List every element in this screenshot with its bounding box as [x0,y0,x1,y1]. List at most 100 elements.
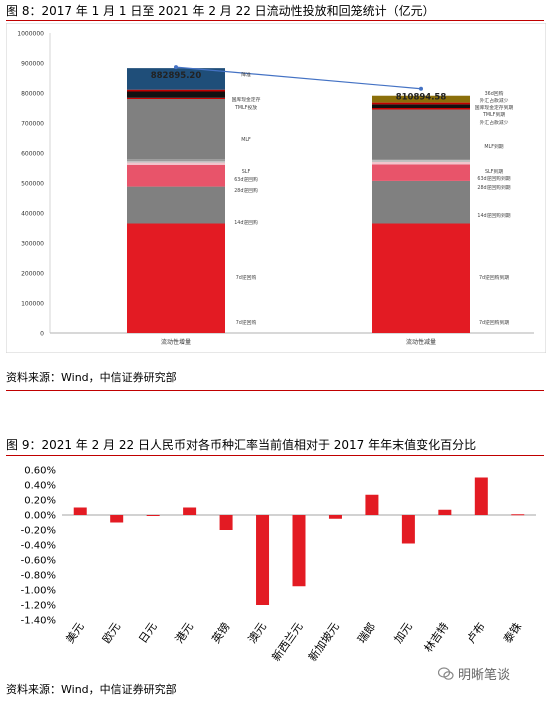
x-category-label: 卢布 [464,620,487,645]
annotation-label: TMLF投放 [234,104,257,111]
figure-9-title: 图 9：2021 年 2 月 22 日人民币对各币种汇率当前值相对于 2017 … [6,438,477,452]
x-category-label: 美元 [63,620,86,645]
bar-segment [372,104,470,108]
x-category-label: 瑞郎 [354,620,378,646]
annotation-label: 国库现金定存到期 [475,104,514,111]
watermark-text: 明晰笔谈 [457,668,510,683]
annotation-label: 7d逆回购 [236,319,257,326]
bar [511,514,525,516]
bar-segment [127,223,225,333]
liquidity-stacked-bar-chart: 0 100000 200000 300000 400000 500000 600000 700… [6,23,546,353]
figure-8-source: 资料来源：Wind，中信证券研究部 [6,371,177,384]
bar [110,515,124,523]
bar [474,477,488,515]
y-tick-label: 400000 [21,211,44,218]
total-label: 810894.58 [396,93,447,103]
annotation-label: SLF [242,169,251,175]
bar-segment [372,180,470,224]
bar-segment [127,68,225,90]
y-tick-label: 1000000 [17,31,44,38]
bar-segment [372,95,470,103]
y-tick-label: -1.20% [21,601,56,612]
x-category-label: 港元 [173,620,196,645]
annotation-label: 外汇占款减少 [480,119,509,126]
x-category-label: 泰铢 [500,620,524,646]
bar-segment [372,223,470,333]
bar-segment [372,108,470,110]
annotation-label: 28d逆回购到期 [477,184,510,191]
x-category-label: 流动性减量 [406,338,436,346]
wechat-icon [437,666,454,680]
annotation-label: TMLF到期 [482,111,505,118]
annotation-label: 63d逆回购到期 [477,175,510,182]
bar [73,507,87,515]
bar [292,515,306,587]
total-marker [419,86,423,91]
y-tick-label: -0.20% [21,526,56,537]
x-category-label: 加元 [392,620,415,645]
bar-segment [127,97,225,99]
bar-segment [372,109,470,160]
bar [401,515,415,544]
bar-segment [372,159,470,161]
figure-9-source: 资料来源：Wind，中信证券研究部 [6,683,177,696]
bar-segment [372,102,470,105]
annotation-label: 降准 [241,71,251,78]
figure-8-title-rule [6,20,544,21]
total-label: 882895.20 [151,71,202,81]
bar-segment [127,165,225,187]
figure-8-source-rule [6,390,544,391]
bar-segment [372,162,470,165]
y-tick-label: 500000 [21,181,44,188]
y-tick-label: -0.60% [21,556,56,567]
bar-segment [127,162,225,165]
annotation-label: 7d逆回购到期 [479,274,509,281]
y-tick-label: 0 [40,331,44,338]
x-category-label: 流动性增量 [161,338,191,346]
annotation-label: 14d逆回购 [234,219,258,226]
total-marker [174,65,178,70]
bar [256,515,270,605]
bar [183,507,197,515]
annotation-label: SLF到期 [485,168,503,175]
annotation-label: 外汇占款减少 [480,97,509,104]
annotation-label: 63d逆回购 [234,176,258,183]
annotation-label: MLF到期 [484,143,503,150]
y-tick-label: 700000 [21,121,44,128]
fx-change-bar-chart: 0.60% 0.40% 0.20% 0.00% -0.20% -0.40% -0.60% -0… [21,466,536,664]
x-category-label: 澳元 [246,620,269,645]
bar-segment [127,91,225,98]
bar [438,509,452,515]
x-category-label: 新加坡元 [305,620,342,664]
y-tick-label: 0.00% [24,511,56,522]
bar-segment [127,161,225,163]
y-tick-label: -1.00% [21,586,56,597]
annotation-label: 国库现金定存 [232,96,261,103]
x-category-label: 日元 [136,620,159,645]
y-tick-label: 300000 [21,241,44,248]
bar-segment [372,160,470,162]
annotation-label: MLF [241,137,251,143]
figure-9-title-rule [6,455,544,456]
totals-trend-line [175,66,422,90]
y-tick-label: -1.40% [21,616,56,627]
bar-segment [127,186,225,224]
y-tick-label: -0.80% [21,571,56,582]
annotation-label: 28d逆回购 [234,187,258,194]
y-tick-label: 0.60% [24,466,56,477]
y-tick-label: -0.40% [21,541,56,552]
y-tick-label: 0.40% [24,481,56,492]
y-tick-label: 200000 [21,271,44,278]
annotation-label: 7d逆回购 [236,274,257,281]
bar [328,515,342,519]
bar-segment [372,164,470,181]
bar-segment [127,99,225,160]
x-category-label: 欧元 [100,620,123,645]
bar-segment [127,159,225,162]
x-category-label: 英镑 [208,620,232,646]
bar [365,494,379,515]
bar-segment [127,89,225,92]
watermark: 明晰笔谈 [437,664,510,683]
x-category-label: 林吉特 [421,620,451,655]
bar [146,515,160,516]
